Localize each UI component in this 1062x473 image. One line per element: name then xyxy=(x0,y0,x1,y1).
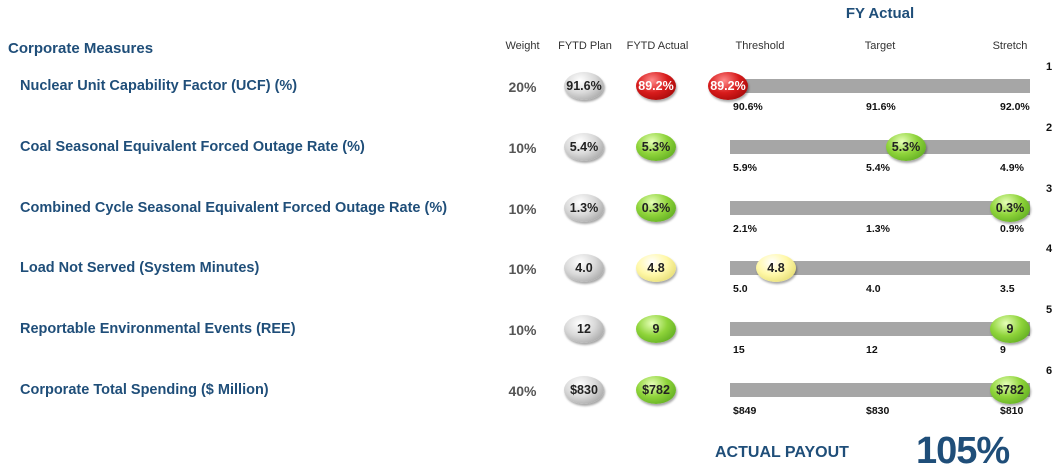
measure-name: Combined Cycle Seasonal Equivalent Force… xyxy=(20,200,448,216)
actual-marker: 89.2% xyxy=(708,72,748,100)
progress-bar xyxy=(730,201,1030,215)
target-value: 91.6% xyxy=(866,101,896,113)
actual-marker: 4.8 xyxy=(756,254,796,282)
stretch-value: $810 xyxy=(1000,405,1024,417)
row-number: 4 xyxy=(1046,243,1053,255)
payout-value: 105% xyxy=(916,430,1010,472)
measure-weight: 40% xyxy=(508,383,537,399)
plan-pill: 12 xyxy=(564,315,604,343)
threshold-value: 5.9% xyxy=(733,162,757,174)
plan-pill: 5.4% xyxy=(564,133,604,161)
threshold-value: 90.6% xyxy=(733,101,763,113)
threshold-value: 15 xyxy=(733,344,745,356)
plan-pill: $830 xyxy=(564,376,604,404)
threshold-value: 5.0 xyxy=(733,283,748,295)
target-value: $830 xyxy=(866,405,890,417)
col-header-threshold: Threshold xyxy=(735,40,785,52)
progress-bar xyxy=(730,79,1030,93)
actual-marker: $782 xyxy=(990,376,1030,404)
col-header-plan: FYTD Plan xyxy=(558,40,612,52)
row-number: 2 xyxy=(1046,122,1053,134)
progress-bar xyxy=(730,322,1030,336)
target-value: 1.3% xyxy=(866,223,890,235)
section-title: Corporate Measures xyxy=(8,40,154,57)
target-value: 5.4% xyxy=(866,162,890,174)
stretch-value: 3.5 xyxy=(1000,283,1015,295)
row-number: 3 xyxy=(1046,183,1053,195)
row-number: 5 xyxy=(1046,304,1053,316)
payout-label: ACTUAL PAYOUT xyxy=(715,444,849,461)
actual-pill: $782 xyxy=(636,376,676,404)
plan-pill: 4.0 xyxy=(564,254,604,282)
row-number: 6 xyxy=(1046,365,1053,377)
measure-name: Load Not Served (System Minutes) xyxy=(20,260,260,276)
actual-marker: 9 xyxy=(990,315,1030,343)
progress-bar xyxy=(730,261,1030,275)
plan-pill: 1.3% xyxy=(564,194,604,222)
actual-pill: 89.2% xyxy=(636,72,676,100)
measure-weight: 10% xyxy=(508,261,537,277)
progress-bar xyxy=(730,140,1030,154)
actual-pill: 4.8 xyxy=(636,254,676,282)
actual-pill: 5.3% xyxy=(636,133,676,161)
actual-marker: 0.3% xyxy=(990,194,1030,222)
col-header-weight: Weight xyxy=(505,40,540,52)
progress-bar xyxy=(730,383,1030,397)
actual-pill: 0.3% xyxy=(636,194,676,222)
measure-name: Reportable Environmental Events (REE) xyxy=(20,321,296,337)
target-value: 12 xyxy=(866,344,878,356)
stretch-value: 0.9% xyxy=(1000,223,1024,235)
fy-actual-heading: FY Actual xyxy=(845,5,915,22)
stretch-value: 9 xyxy=(1000,344,1006,356)
actual-marker: 5.3% xyxy=(886,133,926,161)
col-header-actual: FYTD Actual xyxy=(626,40,689,52)
measure-weight: 10% xyxy=(508,322,537,338)
actual-pill: 9 xyxy=(636,315,676,343)
col-header-stretch: Stretch xyxy=(992,40,1028,52)
measure-weight: 10% xyxy=(508,140,537,156)
measure-weight: 20% xyxy=(508,79,537,95)
threshold-value: $849 xyxy=(733,405,757,417)
col-header-target: Target xyxy=(864,40,896,52)
measure-name: Nuclear Unit Capability Factor (UCF) (%) xyxy=(20,78,298,94)
measure-weight: 10% xyxy=(508,201,537,217)
stretch-value: 92.0% xyxy=(1000,101,1030,113)
measure-name: Coal Seasonal Equivalent Forced Outage R… xyxy=(20,139,365,155)
target-value: 4.0 xyxy=(866,283,881,295)
threshold-value: 2.1% xyxy=(733,223,757,235)
measure-name: Corporate Total Spending ($ Million) xyxy=(20,382,269,398)
plan-pill: 91.6% xyxy=(564,72,604,100)
row-number: 1 xyxy=(1046,61,1053,73)
stretch-value: 4.9% xyxy=(1000,162,1024,174)
